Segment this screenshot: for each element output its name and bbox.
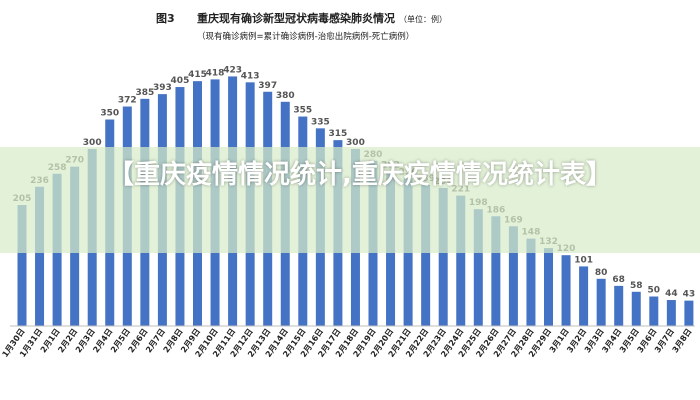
value-label-18: 335 bbox=[311, 117, 330, 127]
bar-37 bbox=[649, 296, 659, 326]
value-label-5: 300 bbox=[83, 138, 102, 148]
bar-27 bbox=[473, 209, 483, 326]
value-label-35: 68 bbox=[612, 275, 625, 285]
bar-33 bbox=[579, 266, 589, 326]
chart-subtitle: （现有确诊病例=累计确诊病例-治愈出院病例-死亡病例） bbox=[197, 32, 415, 42]
bar-28 bbox=[491, 216, 501, 326]
bar-38 bbox=[666, 300, 676, 326]
value-label-10: 405 bbox=[171, 76, 190, 86]
value-label-17: 355 bbox=[293, 106, 312, 116]
value-label-14: 413 bbox=[241, 71, 260, 81]
value-label-36: 58 bbox=[630, 281, 643, 291]
value-label-19: 315 bbox=[329, 129, 348, 139]
value-label-11: 415 bbox=[188, 70, 207, 80]
tick-labels-group: 1月30日1月31日2月1日2月2日2月3日2月4日2月5日2月6日2月7日2月… bbox=[1, 327, 694, 359]
bar-26 bbox=[456, 195, 466, 326]
figure-label: 图3 bbox=[156, 12, 175, 25]
value-label-39: 43 bbox=[683, 290, 696, 300]
value-label-15: 397 bbox=[258, 81, 277, 91]
bar-32 bbox=[561, 255, 571, 326]
value-label-33: 101 bbox=[574, 255, 593, 265]
value-label-38: 44 bbox=[665, 289, 678, 299]
value-label-20: 300 bbox=[346, 138, 365, 148]
value-label-12: 418 bbox=[206, 68, 225, 78]
bar-36 bbox=[631, 291, 641, 326]
value-label-37: 50 bbox=[648, 286, 661, 296]
bar-24 bbox=[421, 184, 431, 326]
bar-25 bbox=[438, 187, 448, 326]
value-label-16: 380 bbox=[276, 91, 295, 101]
bar-34 bbox=[596, 278, 606, 326]
value-label-7: 372 bbox=[118, 96, 137, 106]
overlay-headline: 【重庆疫情情况统计,重庆疫情情况统计表】 bbox=[108, 160, 612, 190]
value-label-9: 393 bbox=[153, 83, 172, 93]
chart-title-text: 重庆现有确诊新型冠状病毒感染肺炎情况 bbox=[197, 12, 395, 25]
value-label-34: 80 bbox=[595, 268, 608, 278]
bar-39 bbox=[684, 300, 694, 326]
bar-35 bbox=[614, 285, 624, 326]
value-label-8: 385 bbox=[135, 88, 154, 98]
value-label-6: 350 bbox=[100, 109, 119, 119]
bar-2 bbox=[35, 186, 45, 326]
bar-29 bbox=[508, 226, 518, 326]
bar-31 bbox=[544, 248, 553, 326]
value-label-13: 423 bbox=[223, 65, 242, 75]
overlay-band bbox=[0, 147, 700, 253]
unit-label: （单位：例） bbox=[399, 15, 447, 24]
bar-1 bbox=[17, 205, 27, 326]
chart-title: 重庆现有确诊新型冠状病毒感染肺炎情况 （单位：例） bbox=[197, 10, 447, 26]
bar-30 bbox=[526, 238, 536, 326]
